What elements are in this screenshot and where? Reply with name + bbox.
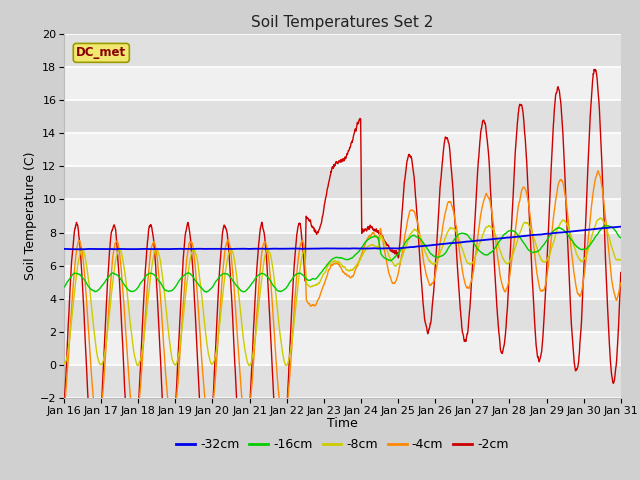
-2cm — [591, 66, 599, 72]
-4cm — [595, 168, 602, 174]
-8cm — [134, 363, 141, 369]
Line: -2cm: -2cm — [64, 69, 621, 477]
-32cm — [499, 235, 506, 241]
Line: -16cm: -16cm — [64, 226, 621, 292]
-32cm — [60, 246, 68, 252]
Bar — [64, 100, 621, 133]
-4cm — [88, 384, 96, 390]
-2cm — [499, 349, 506, 355]
-16cm — [499, 233, 506, 239]
-32cm — [316, 246, 324, 252]
-16cm — [601, 223, 609, 229]
-2cm — [88, 458, 96, 464]
-8cm — [601, 221, 609, 227]
Bar — [64, 299, 621, 332]
-8cm — [499, 255, 506, 261]
-2cm — [60, 401, 68, 407]
-16cm — [60, 284, 68, 289]
Line: -4cm: -4cm — [64, 171, 621, 424]
-4cm — [602, 212, 609, 218]
-8cm — [88, 314, 96, 320]
-4cm — [601, 209, 609, 215]
Bar — [64, 166, 621, 199]
-4cm — [331, 261, 339, 267]
-32cm — [601, 225, 609, 231]
-2cm — [601, 240, 609, 246]
-16cm — [331, 255, 339, 261]
-8cm — [316, 278, 324, 284]
-4cm — [60, 403, 68, 408]
Line: -32cm: -32cm — [64, 227, 621, 249]
Bar — [64, 365, 621, 398]
-2cm — [331, 163, 339, 168]
-8cm — [331, 258, 339, 264]
-8cm — [596, 215, 604, 221]
-4cm — [499, 284, 506, 290]
Title: Soil Temperatures Set 2: Soil Temperatures Set 2 — [252, 15, 433, 30]
-32cm — [89, 246, 97, 252]
Line: -8cm: -8cm — [64, 218, 621, 366]
Legend: -32cm, -16cm, -8cm, -4cm, -2cm: -32cm, -16cm, -8cm, -4cm, -2cm — [172, 433, 513, 456]
-4cm — [617, 280, 625, 286]
-8cm — [60, 360, 68, 366]
-4cm — [243, 421, 251, 427]
-4cm — [316, 292, 324, 298]
-8cm — [602, 221, 609, 227]
X-axis label: Time: Time — [327, 418, 358, 431]
-2cm — [316, 223, 324, 229]
-32cm — [331, 246, 339, 252]
-2cm — [602, 248, 609, 254]
-16cm — [88, 287, 96, 293]
Y-axis label: Soil Temperature (C): Soil Temperature (C) — [24, 152, 37, 280]
-32cm — [601, 225, 609, 231]
-16cm — [617, 235, 625, 240]
Bar — [64, 34, 621, 67]
Text: DC_met: DC_met — [76, 47, 126, 60]
-16cm — [601, 223, 609, 229]
-2cm — [239, 474, 247, 480]
-2cm — [617, 270, 625, 276]
-32cm — [73, 246, 81, 252]
-16cm — [316, 271, 324, 276]
Bar — [64, 233, 621, 266]
-32cm — [617, 224, 625, 229]
-32cm — [616, 224, 624, 229]
-16cm — [602, 223, 609, 228]
-8cm — [617, 257, 625, 263]
-16cm — [203, 289, 211, 295]
